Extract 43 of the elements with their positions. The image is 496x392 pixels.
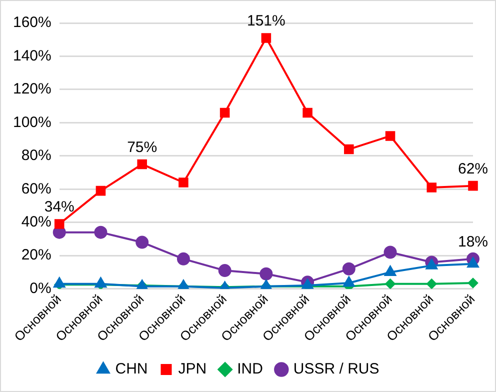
data-label: 62% <box>458 160 488 178</box>
point <box>54 219 64 229</box>
point <box>426 259 438 270</box>
point <box>467 257 479 268</box>
legend-label: USSR / RUS <box>293 360 380 378</box>
point <box>96 186 106 196</box>
point <box>176 252 190 266</box>
point <box>260 267 273 280</box>
y-tick-label: 80% <box>21 147 52 164</box>
y-tick-label: 60% <box>21 180 52 198</box>
y-tick-label: 120% <box>12 80 52 98</box>
point <box>385 278 396 289</box>
y-tick-label: 20% <box>21 246 52 264</box>
point <box>342 262 356 276</box>
point <box>384 246 397 259</box>
point <box>220 108 230 118</box>
legend-label: JPN <box>178 360 207 378</box>
point <box>137 159 147 170</box>
point <box>468 278 478 288</box>
point <box>426 278 437 289</box>
legend-label: IND <box>237 360 264 378</box>
data-label: 34% <box>44 198 74 216</box>
point <box>302 108 312 118</box>
legend-label: CHN <box>115 360 148 378</box>
y-tick-label: 140% <box>12 47 52 64</box>
point <box>344 144 354 154</box>
y-tick-label: 0% <box>30 280 52 297</box>
data-label: 151% <box>246 12 286 30</box>
point <box>218 264 232 278</box>
point <box>261 33 272 43</box>
point <box>426 182 437 192</box>
y-tick-label: 100% <box>12 114 52 131</box>
y-tick-label: 40% <box>21 214 52 231</box>
point <box>385 131 396 141</box>
point <box>343 276 355 287</box>
point <box>178 178 188 188</box>
point <box>384 266 396 276</box>
data-label: 18% <box>458 234 488 251</box>
data-label: 75% <box>127 138 158 156</box>
point <box>94 226 108 239</box>
y-tick-label: 160% <box>12 14 52 32</box>
point <box>136 236 149 249</box>
point <box>468 180 478 191</box>
